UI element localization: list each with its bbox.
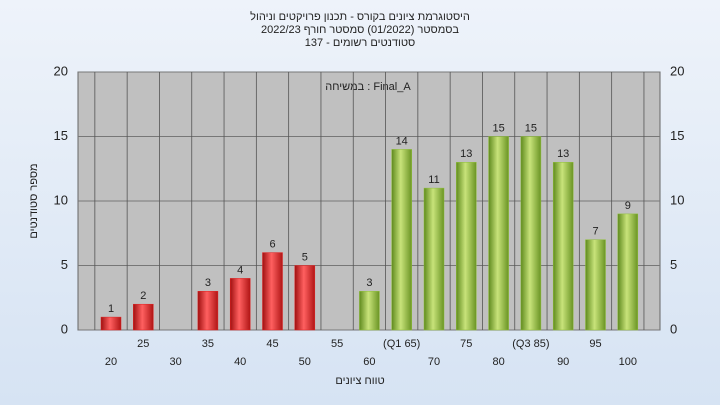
y-tick-label: 0 [61, 321, 68, 336]
bar [262, 252, 283, 331]
x-tick-label: (Q1 65) [383, 338, 420, 350]
value-label: 14 [396, 135, 408, 147]
y-tick-label: 5 [61, 257, 68, 272]
chart-subtitle: 137 - סטודנטים רשומים [305, 37, 416, 49]
y2-tick-label: 10 [670, 192, 684, 207]
value-label: 1 [108, 303, 114, 315]
bar [423, 187, 445, 331]
x-tick-label: 25 [137, 338, 149, 350]
bar [359, 291, 380, 331]
value-label: 13 [557, 148, 569, 160]
y-axis-label: מספר סטודנטים [28, 163, 40, 238]
bar [294, 265, 316, 331]
x-tick-label: 40 [234, 356, 246, 368]
y-tick-label: 10 [54, 192, 68, 207]
x-axis-label: טווח ציונים [335, 375, 384, 387]
value-label: 5 [302, 251, 308, 263]
bar [100, 316, 122, 331]
annotation: במשיחה : Final_A [325, 81, 411, 93]
value-label: 7 [592, 226, 598, 238]
bar [133, 303, 154, 331]
x-tick-label: 35 [202, 338, 214, 350]
value-label: 9 [625, 200, 631, 212]
y2-tick-label: 15 [670, 128, 684, 143]
x-tick-label: 60 [363, 356, 375, 368]
value-label: 6 [269, 239, 275, 251]
x-tick-label: 70 [428, 356, 440, 368]
x-tick-label: 30 [169, 356, 181, 368]
y-tick-label: 15 [54, 128, 68, 143]
bar [197, 291, 219, 331]
bar [585, 239, 606, 331]
value-label: 13 [460, 148, 472, 160]
bar [617, 213, 639, 331]
value-label: 15 [525, 122, 537, 134]
value-label: 3 [366, 277, 372, 289]
value-label: 2 [140, 290, 146, 302]
y-tick-label: 20 [54, 63, 68, 78]
x-tick-label: 80 [492, 356, 504, 368]
bar [391, 149, 412, 331]
x-tick-label: 20 [105, 356, 117, 368]
value-label: 4 [237, 264, 243, 276]
x-tick-label: 90 [557, 356, 569, 368]
x-tick-label: 55 [331, 338, 343, 350]
chart-subtitle: בסמסטר (01/2022) סמסטר חורף 2022/23 [261, 24, 459, 36]
x-tick-label: 50 [299, 356, 311, 368]
x-tick-label: 95 [589, 338, 601, 350]
y2-tick-label: 5 [670, 257, 677, 272]
y2-tick-label: 0 [670, 321, 677, 336]
x-tick-label: 75 [460, 338, 472, 350]
value-label: 15 [492, 122, 504, 134]
bar [229, 278, 251, 331]
bar [552, 162, 574, 331]
x-tick-label: (Q3 85) [512, 338, 549, 350]
x-tick-label: 100 [619, 356, 637, 368]
value-label: 3 [205, 277, 211, 289]
bar [456, 162, 477, 331]
chart-title: היסטוגרמת ציונים בקורס - תכנון פרויקטים … [250, 10, 470, 23]
x-tick-label: 45 [266, 338, 278, 350]
value-label: 11 [428, 174, 439, 186]
bar [520, 136, 542, 331]
bar [488, 136, 509, 331]
y2-tick-label: 20 [670, 63, 684, 78]
